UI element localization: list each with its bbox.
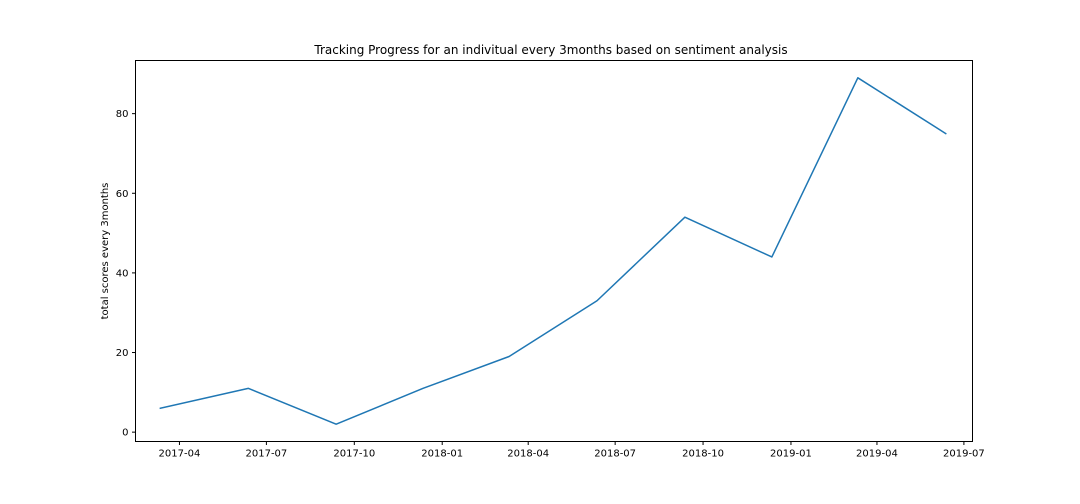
y-tick-label: 0 (122, 428, 128, 439)
series-line (159, 77, 947, 425)
y-tick-label: 40 (116, 268, 129, 279)
x-tick-label: 2018-01 (421, 449, 463, 460)
y-axis: 0 20 40 60 80 (116, 109, 136, 439)
x-tick-label: 2017-04 (159, 449, 201, 460)
x-tick-label: 2018-10 (682, 449, 724, 460)
chart-title: Tracking Progress for an indivitual ever… (313, 43, 787, 57)
x-tick-label: 2019-07 (943, 449, 985, 460)
x-tick-label: 2017-10 (333, 449, 375, 460)
x-axis: 2017-04 2017-07 2017-10 2018-01 2018-04 2018-… (159, 441, 985, 460)
plot-area (135, 60, 973, 442)
y-tick-label: 80 (116, 109, 129, 120)
x-tick-label: 2019-01 (770, 449, 812, 460)
y-tick-label: 60 (116, 189, 129, 200)
y-tick-label: 20 (116, 348, 129, 359)
series-layer (159, 77, 947, 425)
plot-frame (135, 60, 973, 442)
x-tick-label: 2019-04 (856, 449, 898, 460)
x-tick-label: 2018-07 (594, 449, 636, 460)
y-axis-label: total scores every 3months (100, 183, 111, 320)
x-tick-label: 2018-04 (507, 449, 549, 460)
x-tick-label: 2017-07 (246, 449, 288, 460)
